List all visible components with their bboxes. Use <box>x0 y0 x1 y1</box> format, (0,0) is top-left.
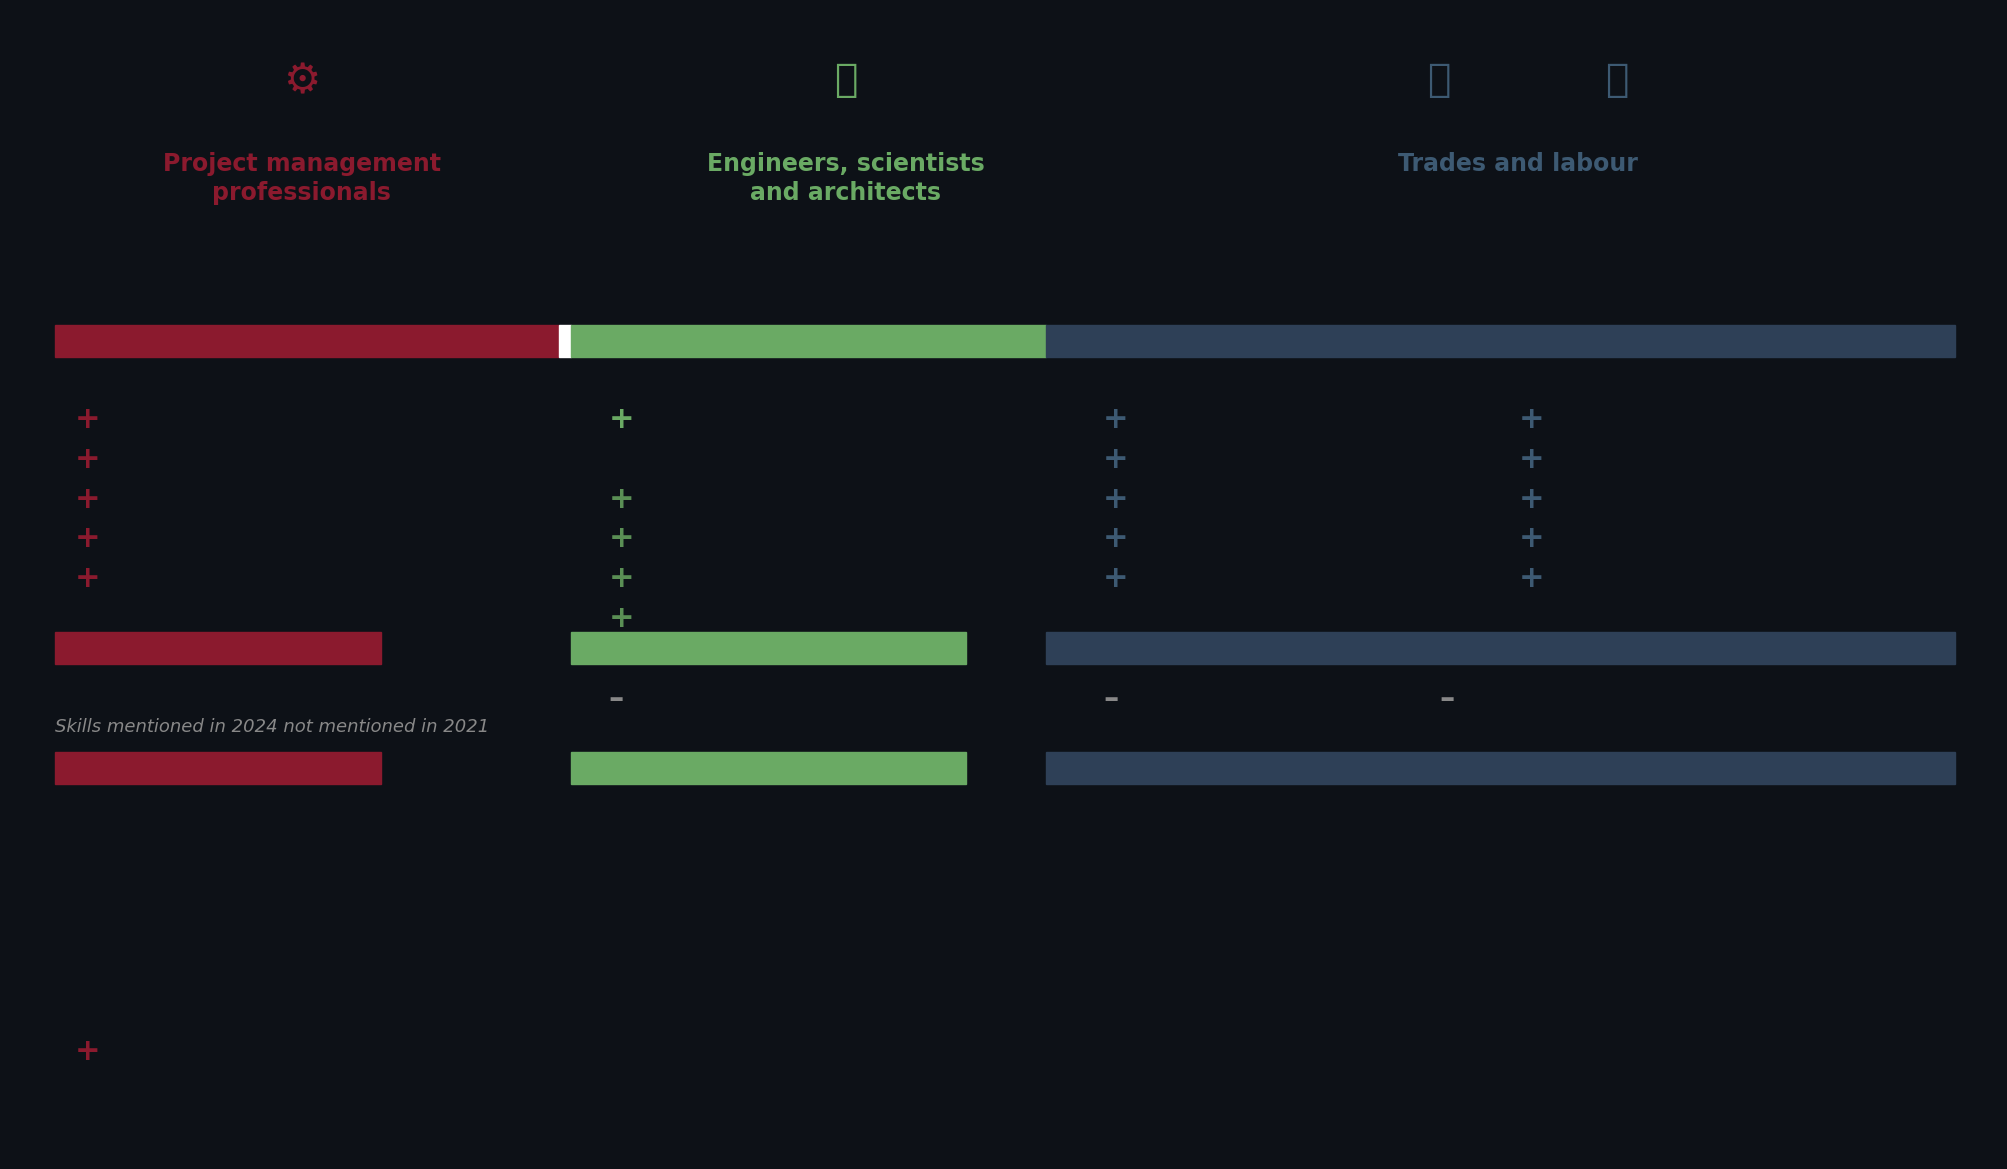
Text: +: + <box>74 485 100 513</box>
Text: +: + <box>74 565 100 594</box>
Text: 📐: 📐 <box>833 61 857 98</box>
Text: ⛑: ⛑ <box>1427 61 1451 98</box>
Bar <box>570 752 965 784</box>
Text: +: + <box>1517 444 1543 473</box>
Text: +: + <box>1102 485 1128 513</box>
Text: +: + <box>608 485 634 513</box>
Text: ⚙: ⚙ <box>283 61 321 103</box>
Text: +: + <box>1102 565 1128 594</box>
Bar <box>1046 325 1955 357</box>
Text: Project management
professionals: Project management professionals <box>163 152 442 206</box>
Text: +: + <box>1517 404 1543 434</box>
Text: +: + <box>74 404 100 434</box>
Bar <box>1046 632 1955 664</box>
Text: +: + <box>608 525 634 553</box>
Text: +: + <box>608 404 634 434</box>
Bar <box>54 752 381 784</box>
Text: +: + <box>1102 525 1128 553</box>
Bar <box>1046 752 1955 784</box>
Text: Engineers, scientists
and architects: Engineers, scientists and architects <box>706 152 983 206</box>
Text: +: + <box>1517 485 1543 513</box>
Text: +: + <box>608 604 634 634</box>
Bar <box>570 632 965 664</box>
Text: +: + <box>1102 444 1128 473</box>
Text: +: + <box>1102 404 1128 434</box>
Text: +: + <box>608 565 634 594</box>
Bar <box>54 632 381 664</box>
Text: Skills mentioned in 2024 not mentioned in 2021: Skills mentioned in 2024 not mentioned i… <box>54 718 488 735</box>
Bar <box>558 325 570 357</box>
Text: +: + <box>1517 565 1543 594</box>
Text: –: – <box>1102 684 1118 713</box>
Text: +: + <box>74 1037 100 1066</box>
Text: +: + <box>74 525 100 553</box>
Bar <box>570 325 1046 357</box>
Text: +: + <box>1517 525 1543 553</box>
Text: –: – <box>608 684 624 713</box>
Text: 🔧: 🔧 <box>1606 61 1628 98</box>
Text: +: + <box>74 444 100 473</box>
Bar <box>54 325 558 357</box>
Text: –: – <box>1439 684 1453 713</box>
Text: Trades and labour: Trades and labour <box>1397 152 1638 175</box>
